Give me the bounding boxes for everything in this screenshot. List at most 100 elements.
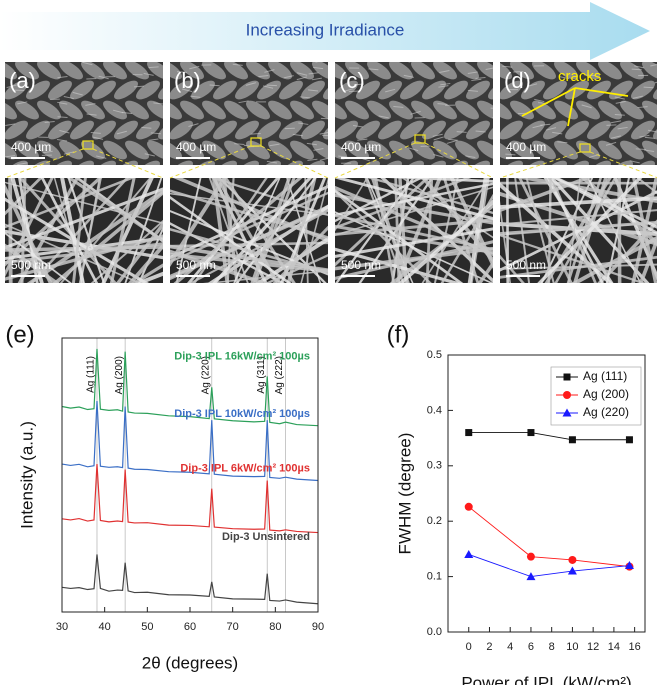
nanowire bbox=[500, 209, 657, 226]
nanowire bbox=[506, 178, 509, 283]
nanowire bbox=[440, 193, 493, 283]
fiber-streak bbox=[526, 83, 538, 88]
fiber-streak bbox=[122, 111, 133, 115]
fiber-streak bbox=[189, 65, 200, 70]
y-tick-label: 0.5 bbox=[427, 349, 442, 361]
fiber-bundle bbox=[103, 100, 127, 120]
nanowire bbox=[59, 178, 152, 283]
fiber-streak bbox=[407, 147, 419, 152]
fiber-streak bbox=[188, 123, 199, 128]
fiber-streak bbox=[448, 138, 459, 141]
fiber-bundle bbox=[335, 120, 358, 140]
nanowire bbox=[636, 178, 657, 195]
fiber-streak bbox=[297, 72, 308, 76]
fiber-streak bbox=[610, 135, 621, 139]
fiber-bundle bbox=[312, 62, 328, 80]
annotation-arrow bbox=[567, 87, 576, 127]
sem-image bbox=[500, 178, 657, 283]
nanowire bbox=[170, 195, 292, 283]
nanowire bbox=[173, 178, 303, 283]
irradiance-arrow bbox=[0, 2, 650, 60]
fiber-bundle bbox=[356, 80, 380, 100]
fiber-bundle bbox=[180, 140, 204, 160]
nanowire bbox=[131, 263, 163, 283]
panel-label: (c) bbox=[339, 68, 365, 93]
nanowire bbox=[370, 178, 410, 283]
reference-label: Ag (200) bbox=[114, 356, 125, 394]
fiber-streak bbox=[17, 162, 28, 165]
fiber-streak bbox=[475, 77, 486, 79]
panel-label: (d) bbox=[504, 68, 531, 93]
nanowire bbox=[500, 196, 657, 209]
fiber-bundle bbox=[422, 120, 446, 140]
fiber-streak bbox=[410, 110, 421, 115]
fiber-bundle bbox=[136, 80, 160, 100]
fiber-streak bbox=[176, 71, 188, 73]
x-tick-label: 12 bbox=[587, 641, 599, 653]
fiber-bundle bbox=[565, 80, 589, 100]
fiber-bundle bbox=[642, 100, 657, 120]
nanowire bbox=[335, 178, 472, 230]
fiber-streak bbox=[615, 100, 626, 104]
marker bbox=[567, 566, 577, 575]
fiber-streak bbox=[438, 85, 449, 88]
fiber-streak bbox=[5, 123, 16, 127]
marker bbox=[526, 552, 535, 561]
x-tick-label: 40 bbox=[99, 621, 111, 633]
fiber-bundle bbox=[180, 62, 204, 80]
fiber-bundle bbox=[290, 100, 314, 120]
fiber-streak bbox=[313, 148, 324, 151]
nanowire bbox=[638, 235, 657, 283]
nanowire bbox=[335, 186, 493, 236]
fiber-bundle bbox=[576, 62, 600, 80]
reference-label: Ag (111) bbox=[86, 356, 97, 393]
nanowire bbox=[170, 252, 328, 273]
zoom-box bbox=[579, 143, 591, 153]
marker bbox=[624, 561, 634, 570]
fiber-bundle bbox=[335, 80, 358, 100]
fiber-streak bbox=[150, 132, 161, 135]
fiber-bundle bbox=[37, 62, 61, 80]
fiber-bundle bbox=[5, 62, 17, 80]
fiber-streak bbox=[471, 78, 482, 82]
fiber-streak bbox=[56, 138, 68, 142]
zoom-line bbox=[260, 145, 329, 179]
fiber-bundle bbox=[500, 140, 512, 160]
fiber-streak bbox=[153, 102, 163, 105]
nanowire bbox=[115, 221, 163, 283]
fiber-bundle bbox=[147, 100, 163, 120]
fiber-streak bbox=[92, 136, 104, 140]
fiber-streak bbox=[98, 75, 109, 80]
fiber-bundle bbox=[279, 80, 303, 100]
fiber-streak bbox=[644, 136, 655, 139]
fiber-streak bbox=[467, 89, 478, 92]
zoom-line bbox=[92, 148, 164, 179]
legend-marker bbox=[562, 408, 572, 417]
fiber-streak bbox=[534, 98, 545, 103]
nanowire bbox=[335, 227, 493, 259]
nanowire bbox=[170, 178, 228, 268]
fiber-streak bbox=[44, 121, 55, 123]
x-tick-label: 4 bbox=[507, 641, 513, 653]
fiber-bundle bbox=[466, 120, 490, 140]
nanowire bbox=[170, 192, 328, 216]
fiber-streak bbox=[144, 153, 155, 157]
nanowire bbox=[5, 232, 72, 283]
fiber-streak bbox=[311, 77, 322, 81]
x-tick-label: 16 bbox=[629, 641, 641, 653]
x-axis-label: Power of IPL (kW/cm²) bbox=[461, 673, 631, 685]
nanowire bbox=[53, 178, 85, 283]
marker bbox=[465, 429, 473, 437]
fiber-bundle bbox=[389, 140, 413, 160]
fiber-bundle bbox=[147, 62, 163, 80]
fiber-bundle bbox=[114, 80, 138, 100]
nanowire bbox=[425, 178, 434, 283]
fiber-bundle bbox=[191, 120, 215, 140]
fiber-bundle bbox=[477, 140, 493, 160]
fiber-bundle bbox=[170, 100, 182, 120]
fiber-bundle bbox=[103, 62, 127, 80]
fiber-bundle bbox=[290, 62, 314, 80]
nanowire bbox=[632, 178, 657, 283]
fiber-streak bbox=[134, 85, 145, 88]
series-line bbox=[61, 348, 319, 427]
